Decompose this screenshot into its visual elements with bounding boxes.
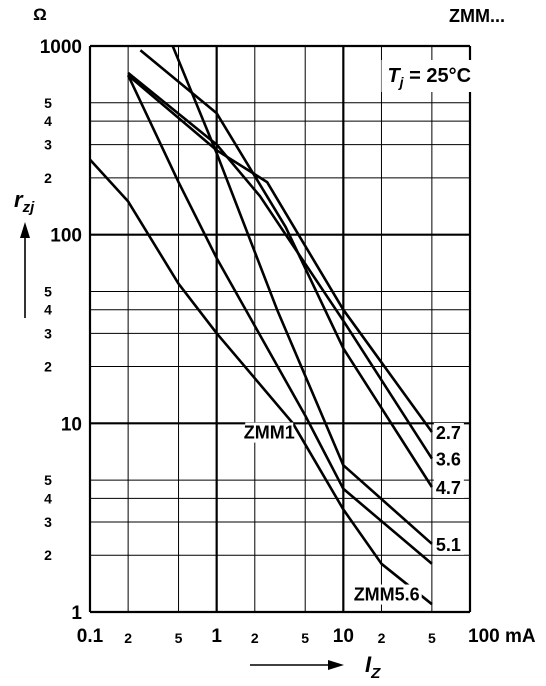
x-tick-label: 10 <box>333 626 354 647</box>
annotation-symbol: T <box>387 65 401 87</box>
x-tick-label: 1 <box>211 626 222 647</box>
curve-3-6 <box>127 71 433 460</box>
y-tick-label: 1 <box>71 603 82 624</box>
y-tick-label: 4 <box>44 113 52 129</box>
x-tick-label: 5 <box>175 630 183 646</box>
series-label: ZMM1 <box>244 423 295 443</box>
series-label-background <box>433 422 464 443</box>
x-tick-label: 100 mA <box>468 626 536 647</box>
y-tick-label: 3 <box>44 325 52 341</box>
y-unit-label: Ω <box>33 5 47 24</box>
y-tick-label: 5 <box>44 95 52 111</box>
y-tick-label: 4 <box>44 490 52 506</box>
y-tick-label: 100 <box>50 226 82 247</box>
y-axis-label: rzj <box>14 187 35 216</box>
series-label: 4.7 <box>436 478 461 498</box>
curve-2-7 <box>127 74 433 433</box>
series-label: 5.1 <box>436 535 461 555</box>
grid <box>88 44 472 614</box>
series-label-background <box>433 534 464 555</box>
x-tick-label: 2 <box>124 630 132 646</box>
series-label-background <box>245 422 294 443</box>
x-tick-label: 0.1 <box>77 626 104 647</box>
annotation-text: = 25°C <box>404 65 471 87</box>
y-tick-label: 3 <box>44 514 52 530</box>
x-tick-label: 5 <box>428 630 436 646</box>
y-tick-label: 4 <box>44 302 52 318</box>
series-label: 2.7 <box>436 423 461 443</box>
annotation-subscript: j <box>398 74 405 90</box>
series-label-background <box>433 477 464 498</box>
y-axis-subscript: zj <box>22 199 36 216</box>
y-tick-label: 3 <box>44 137 52 153</box>
x-tick-label: 2 <box>251 630 259 646</box>
y-tick-label: 2 <box>44 547 52 563</box>
curve-5-1 <box>171 45 433 545</box>
annotation-background <box>381 60 488 92</box>
x-axis-label: IZ <box>365 652 381 682</box>
curve-zmm5-6 <box>89 158 433 606</box>
x-axis-subscript: Z <box>370 665 381 682</box>
y-tick-label: 2 <box>44 170 52 186</box>
series-label-background <box>433 449 464 470</box>
x-tick-label: 2 <box>378 630 386 646</box>
y-tick-label: 10 <box>61 414 82 435</box>
y-axis-arrow-head <box>20 222 30 238</box>
curve-zmm1 <box>126 74 433 565</box>
y-axis-symbol: r <box>14 187 24 212</box>
x-tick-label: 5 <box>301 630 309 646</box>
series-label: 3.6 <box>436 450 461 470</box>
series-label-background <box>351 584 422 605</box>
x-axis-arrow-head <box>328 660 344 670</box>
chart-title: ZMM... <box>449 6 505 26</box>
x-axis-symbol: I <box>365 652 372 677</box>
series-label: ZMM5.6 <box>354 585 420 605</box>
curves <box>89 45 433 606</box>
y-tick-label: 1000 <box>40 37 82 58</box>
y-tick-label: 5 <box>44 472 52 488</box>
temperature-annotation: Tj = 25°C <box>387 65 471 90</box>
y-tick-label: 2 <box>44 359 52 375</box>
y-tick-label: 5 <box>44 283 52 299</box>
curve-4-7 <box>139 49 433 488</box>
